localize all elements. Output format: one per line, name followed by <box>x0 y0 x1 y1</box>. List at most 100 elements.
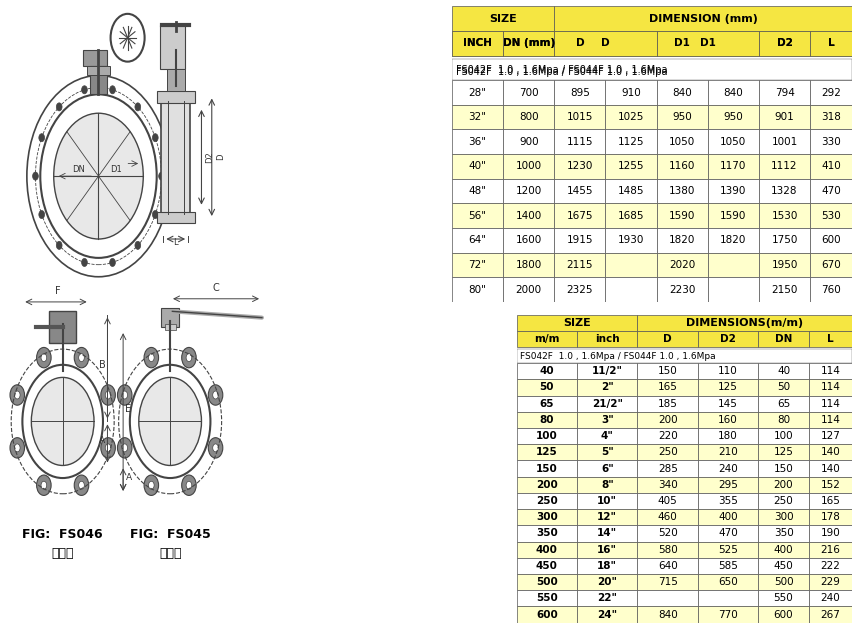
FancyBboxPatch shape <box>517 444 577 460</box>
Text: 1400: 1400 <box>516 211 542 221</box>
FancyBboxPatch shape <box>503 253 554 277</box>
FancyBboxPatch shape <box>808 396 852 412</box>
Text: 460: 460 <box>658 512 678 522</box>
Text: 1328: 1328 <box>771 186 798 196</box>
Text: 3": 3" <box>601 415 614 425</box>
FancyBboxPatch shape <box>637 460 698 477</box>
Text: 64": 64" <box>468 235 486 245</box>
FancyBboxPatch shape <box>759 525 808 542</box>
Text: 2150: 2150 <box>771 284 798 294</box>
Text: 140: 140 <box>821 464 840 474</box>
Circle shape <box>101 385 115 405</box>
Text: L: L <box>173 238 178 247</box>
Circle shape <box>101 438 115 458</box>
FancyBboxPatch shape <box>810 80 852 105</box>
FancyBboxPatch shape <box>698 558 759 574</box>
FancyBboxPatch shape <box>452 203 503 228</box>
FancyBboxPatch shape <box>698 509 759 525</box>
FancyBboxPatch shape <box>452 31 503 55</box>
FancyBboxPatch shape <box>657 105 708 130</box>
Text: 1820: 1820 <box>720 235 746 245</box>
FancyBboxPatch shape <box>759 509 808 525</box>
Text: 齒輪式: 齒輪式 <box>52 547 74 560</box>
Text: D: D <box>576 38 585 48</box>
FancyBboxPatch shape <box>605 154 657 179</box>
Text: m/m: m/m <box>534 334 560 344</box>
FancyBboxPatch shape <box>808 379 852 396</box>
Text: 550: 550 <box>536 593 558 603</box>
Text: E: E <box>126 404 132 414</box>
Text: 670: 670 <box>821 260 841 270</box>
Text: 470: 470 <box>718 528 738 538</box>
Text: 330: 330 <box>821 136 841 147</box>
Text: 210: 210 <box>718 447 738 457</box>
FancyBboxPatch shape <box>759 558 808 574</box>
Text: DIMENSIONS(m/m): DIMENSIONS(m/m) <box>686 318 803 328</box>
FancyBboxPatch shape <box>577 428 637 444</box>
Circle shape <box>78 481 84 489</box>
Text: 530: 530 <box>821 211 841 221</box>
Circle shape <box>144 475 158 496</box>
FancyBboxPatch shape <box>759 606 808 623</box>
FancyBboxPatch shape <box>759 477 808 493</box>
Text: 10": 10" <box>598 496 617 506</box>
Text: 525: 525 <box>718 545 738 555</box>
FancyBboxPatch shape <box>637 590 698 606</box>
Text: 1170: 1170 <box>720 162 746 172</box>
FancyBboxPatch shape <box>517 331 577 347</box>
Text: FIG:  FS046: FIG: FS046 <box>22 528 103 542</box>
FancyBboxPatch shape <box>452 6 554 31</box>
FancyBboxPatch shape <box>90 66 108 94</box>
Text: 125: 125 <box>718 382 738 392</box>
FancyBboxPatch shape <box>554 80 605 105</box>
Text: SIZE: SIZE <box>563 318 591 328</box>
FancyBboxPatch shape <box>759 253 810 277</box>
Text: 165: 165 <box>658 382 678 392</box>
FancyBboxPatch shape <box>577 412 637 428</box>
Text: 114: 114 <box>821 382 840 392</box>
Circle shape <box>109 86 115 94</box>
Text: FS042F  1.0 , 1.6Mpa / FS044F 1.0 , 1.6Mpa: FS042F 1.0 , 1.6Mpa / FS044F 1.0 , 1.6Mp… <box>456 67 667 77</box>
Text: 895: 895 <box>570 87 590 97</box>
FancyBboxPatch shape <box>637 574 698 590</box>
Text: 1000: 1000 <box>516 162 542 172</box>
Text: 200: 200 <box>774 480 793 490</box>
FancyBboxPatch shape <box>554 31 605 55</box>
FancyBboxPatch shape <box>657 154 708 179</box>
FancyBboxPatch shape <box>517 574 577 590</box>
Text: 900: 900 <box>519 136 539 147</box>
Text: 220: 220 <box>658 431 678 441</box>
FancyBboxPatch shape <box>452 179 503 203</box>
FancyBboxPatch shape <box>452 277 503 302</box>
FancyBboxPatch shape <box>517 428 577 444</box>
Text: FIG:  FS045: FIG: FS045 <box>130 528 210 542</box>
FancyBboxPatch shape <box>759 428 808 444</box>
FancyBboxPatch shape <box>452 59 852 80</box>
Text: 2020: 2020 <box>669 260 696 270</box>
FancyBboxPatch shape <box>554 277 605 302</box>
FancyBboxPatch shape <box>517 396 577 412</box>
Text: D: D <box>663 334 672 344</box>
FancyBboxPatch shape <box>759 331 808 347</box>
FancyBboxPatch shape <box>637 363 698 379</box>
FancyBboxPatch shape <box>759 105 810 130</box>
Text: 400: 400 <box>774 545 793 555</box>
Circle shape <box>105 391 111 399</box>
FancyBboxPatch shape <box>577 363 637 379</box>
Text: 190: 190 <box>821 528 840 538</box>
FancyBboxPatch shape <box>810 228 852 253</box>
FancyBboxPatch shape <box>577 396 637 412</box>
FancyBboxPatch shape <box>759 179 810 203</box>
Text: 22": 22" <box>598 593 617 603</box>
Text: inch: inch <box>595 334 620 344</box>
Text: 240: 240 <box>821 593 840 603</box>
Text: DIMENSION (mm): DIMENSION (mm) <box>649 14 758 24</box>
FancyBboxPatch shape <box>698 606 759 623</box>
Text: 500: 500 <box>536 577 558 587</box>
Text: 20": 20" <box>598 577 617 587</box>
FancyBboxPatch shape <box>452 105 503 130</box>
Circle shape <box>152 211 158 218</box>
Circle shape <box>135 103 140 111</box>
FancyBboxPatch shape <box>157 91 195 103</box>
Text: 1950: 1950 <box>771 260 798 270</box>
